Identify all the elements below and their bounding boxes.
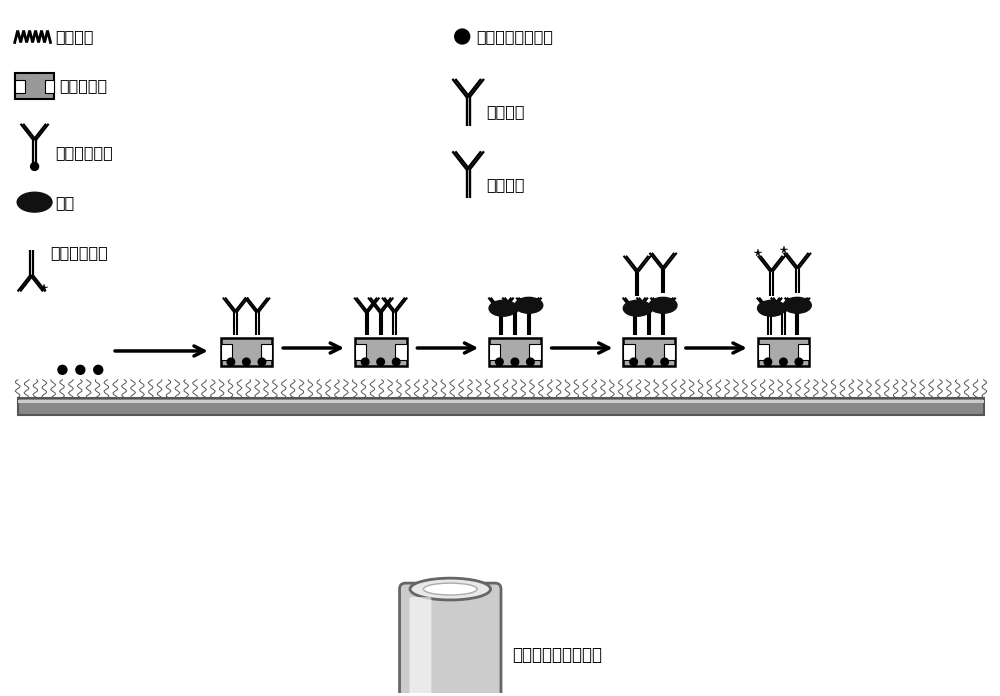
Ellipse shape	[489, 301, 517, 316]
Bar	[355, 345, 366, 360]
Bar	[18, 400, 984, 403]
Circle shape	[527, 358, 534, 365]
Ellipse shape	[649, 297, 677, 313]
Bar	[45, 79, 54, 93]
Circle shape	[764, 358, 772, 365]
Bar	[18, 397, 984, 416]
Circle shape	[455, 29, 470, 44]
Bar	[221, 345, 232, 360]
Bar	[261, 345, 272, 360]
Bar	[15, 79, 25, 93]
Bar	[221, 338, 272, 366]
Bar	[623, 338, 675, 366]
Bar	[355, 338, 407, 366]
Circle shape	[58, 365, 67, 374]
Circle shape	[645, 358, 653, 365]
Text: 生物素化聚乙二醇: 生物素化聚乙二醇	[476, 29, 553, 44]
Circle shape	[361, 358, 369, 365]
Circle shape	[243, 358, 250, 365]
Circle shape	[227, 358, 235, 365]
Bar	[798, 345, 809, 360]
Circle shape	[76, 365, 85, 374]
Circle shape	[258, 358, 266, 365]
Circle shape	[630, 358, 637, 365]
Bar	[395, 345, 407, 360]
Ellipse shape	[758, 301, 785, 316]
Circle shape	[94, 365, 103, 374]
Bar	[758, 345, 769, 360]
Ellipse shape	[623, 301, 651, 316]
Text: 全内反射荧光显微镜: 全内反射荧光显微镜	[512, 645, 602, 663]
Ellipse shape	[423, 583, 477, 595]
Bar	[664, 345, 675, 360]
Circle shape	[795, 358, 803, 365]
Text: 鼠源单抗: 鼠源单抗	[486, 177, 525, 192]
Ellipse shape	[783, 297, 811, 313]
Bar	[529, 345, 541, 360]
Bar	[623, 345, 635, 360]
Text: 荧光标记抗体: 荧光标记抗体	[51, 245, 108, 260]
Text: 生物素化抗体: 生物素化抗体	[55, 145, 113, 160]
Text: 抗原: 抗原	[55, 195, 75, 209]
Circle shape	[31, 162, 39, 171]
FancyBboxPatch shape	[400, 583, 501, 696]
Ellipse shape	[515, 297, 543, 313]
Text: 链霊亲和素: 链霊亲和素	[59, 79, 108, 93]
Ellipse shape	[17, 192, 52, 212]
Circle shape	[377, 358, 384, 365]
Bar	[489, 345, 500, 360]
Circle shape	[661, 358, 668, 365]
Circle shape	[392, 358, 400, 365]
Bar	[758, 338, 809, 366]
Bar	[15, 73, 54, 99]
Bar	[489, 338, 541, 366]
Text: 兔源多抗: 兔源多抗	[486, 104, 525, 120]
Circle shape	[511, 358, 519, 365]
Circle shape	[780, 358, 787, 365]
FancyBboxPatch shape	[410, 597, 431, 696]
Text: 聚乙二醇: 聚乙二醇	[55, 29, 94, 44]
Ellipse shape	[410, 578, 491, 600]
Circle shape	[496, 358, 503, 365]
